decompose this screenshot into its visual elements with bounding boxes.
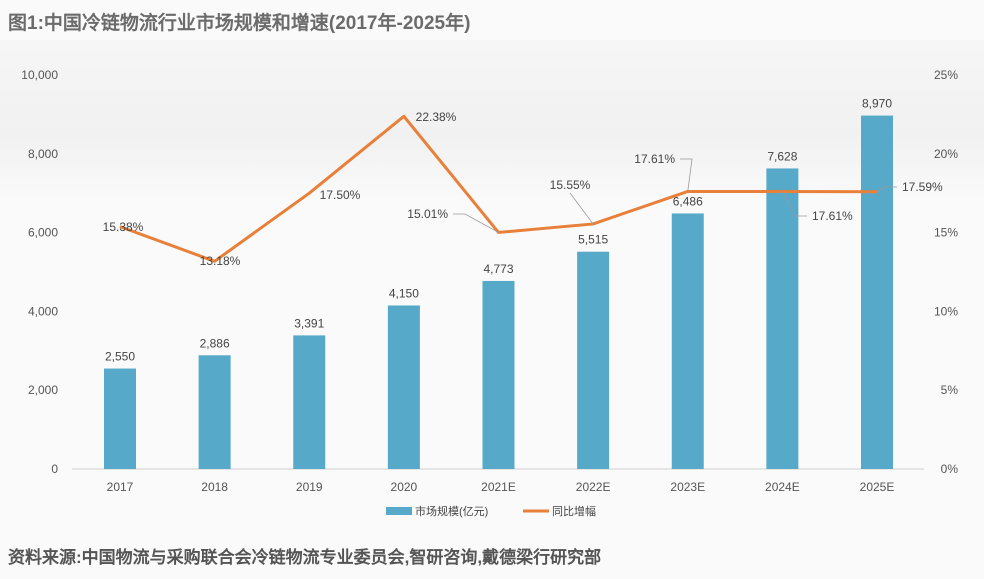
leader-line [876,186,897,193]
bar [482,280,515,469]
y-right-tick-label: 0% [941,462,959,476]
legend-label-bar: 市场规模(亿元) [415,504,488,518]
line-value-label: 17.61% [812,209,853,223]
bar [198,355,231,469]
y-left-tick-label: 2,000 [28,383,58,397]
y-left-tick-label: 8,000 [28,147,58,161]
y-right-tick-label: 5% [941,383,959,397]
bar-value-label: 8,970 [862,97,892,111]
y-right-tick-label: 20% [934,147,958,161]
bar-value-label: 3,391 [294,316,324,330]
leader-line [680,158,693,192]
bar [387,305,420,469]
bar-value-label: 4,773 [483,262,513,276]
y-left-tick-label: 0 [51,462,58,476]
leader-line [569,192,594,225]
chart-title: 图1:中国冷链物流行业市场规模和增速(2017年-2025年) [8,13,471,34]
x-tick-label: 2021E [481,480,516,494]
line-value-label: 15.01% [407,207,448,221]
x-tick-label: 2017 [107,480,134,494]
bar-value-label: 5,515 [578,233,608,247]
legend-swatch-bar [386,507,412,515]
x-tick-label: 2018 [201,480,228,494]
leader-line [782,191,807,217]
bar-value-label: 4,150 [389,286,419,300]
legend-label-line: 同比增幅 [552,504,596,518]
bar [293,335,326,469]
line-value-label: 17.50% [320,188,361,202]
line-value-label: 13.18% [200,254,241,268]
y-left-tick-label: 10,000 [21,68,58,82]
bar [671,213,704,469]
bar-value-label: 2,550 [105,350,135,364]
leader-line [453,213,499,233]
bar [766,168,799,470]
x-tick-label: 2022E [576,480,611,494]
growth-line [119,114,878,263]
bar-value-label: 6,486 [673,194,703,208]
background-band [0,40,984,200]
y-right-tick-label: 15% [934,226,958,240]
x-tick-label: 2020 [391,480,418,494]
bar [577,251,610,469]
x-tick-label: 2023E [670,480,705,494]
x-tick-label: 2019 [296,480,323,494]
line-value-label: 17.59% [902,180,943,194]
bar [861,115,893,469]
line-value-label: 17.61% [634,152,675,166]
bar [104,368,136,469]
line-value-label: 15.38% [103,220,144,234]
x-tick-label: 2024E [765,480,800,494]
bar-value-label: 7,628 [767,149,797,163]
y-right-tick-label: 10% [934,304,958,318]
line-value-label: 22.38% [416,110,457,124]
source-note: 资料来源:中国物流与采购联合会冷链物流专业委员会,智研咨询,戴德梁行研究部 [8,548,602,567]
line-value-label: 15.55% [550,178,591,192]
y-left-tick-label: 6,000 [28,226,58,240]
y-right-tick-label: 25% [934,68,958,82]
bar-value-label: 2,886 [200,336,230,350]
y-left-tick-label: 4,000 [28,304,58,318]
x-tick-label: 2025E [860,480,895,494]
